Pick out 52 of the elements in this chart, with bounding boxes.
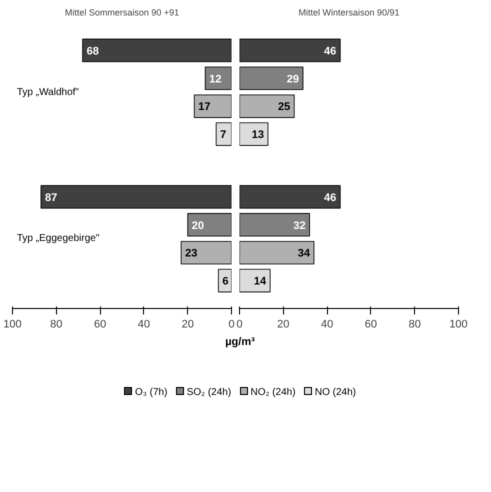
x-tick-label: 80 xyxy=(50,318,62,330)
data-label: 87 xyxy=(44,192,58,204)
x-tick-label: 100 xyxy=(3,318,22,330)
x-tick-label: 40 xyxy=(320,318,334,330)
data-label: 46 xyxy=(324,45,336,58)
data-label: 20 xyxy=(192,220,204,232)
data-label: 68 xyxy=(86,45,99,58)
bar xyxy=(180,240,232,264)
x-tick-label: 60 xyxy=(364,318,378,330)
x-tick-label: 20 xyxy=(277,318,290,330)
x-tick-label: 0 xyxy=(236,318,243,330)
x-tick-label: 60 xyxy=(94,318,106,330)
data-label: 46 xyxy=(324,192,336,204)
bar xyxy=(204,66,232,90)
legend-label: SO₂ (24h) xyxy=(186,386,232,398)
x-tick-label: 20 xyxy=(182,318,194,330)
data-label: 32 xyxy=(293,220,306,232)
bar xyxy=(240,94,295,118)
data-label: 13 xyxy=(252,129,264,142)
data-label: 14 xyxy=(254,276,268,288)
x-axis-title: µg/m³ xyxy=(225,335,255,350)
bar xyxy=(40,185,232,209)
data-label: 12 xyxy=(209,73,222,86)
legend-label: NO₂ (24h) xyxy=(250,386,296,398)
y-tick-label: Typ „Waldhof" xyxy=(16,86,80,98)
x-tick-label: 80 xyxy=(408,318,421,330)
bar xyxy=(240,185,341,209)
bar xyxy=(240,213,310,237)
data-label: 29 xyxy=(286,73,300,86)
y-tick-label: Typ „Eggegebirge" xyxy=(16,233,100,244)
bar xyxy=(240,268,271,292)
data-label: 25 xyxy=(278,101,290,114)
bar xyxy=(240,38,341,62)
bar xyxy=(240,240,314,264)
data-label: 6 xyxy=(222,276,228,288)
data-label: 23 xyxy=(185,248,198,260)
chart-title: Mittel Wintersaison 90/91 xyxy=(298,8,400,18)
bar xyxy=(216,122,232,146)
data-label: 34 xyxy=(298,248,311,260)
legend-label: NO (24h) xyxy=(314,386,356,398)
bar xyxy=(240,66,304,90)
x-tick-label: 100 xyxy=(449,318,468,330)
chart-title: Mittel Sommersaison 90 +91 xyxy=(64,8,180,18)
data-label: 17 xyxy=(198,101,211,114)
x-tick-label: 0 xyxy=(228,318,235,330)
data-label: 7 xyxy=(220,129,226,142)
bar xyxy=(82,38,232,62)
bar xyxy=(194,94,232,118)
bar xyxy=(240,122,268,146)
bar xyxy=(187,213,232,237)
legend-label: O₃ (7h) xyxy=(134,386,168,398)
x-tick-label: 40 xyxy=(138,318,150,330)
